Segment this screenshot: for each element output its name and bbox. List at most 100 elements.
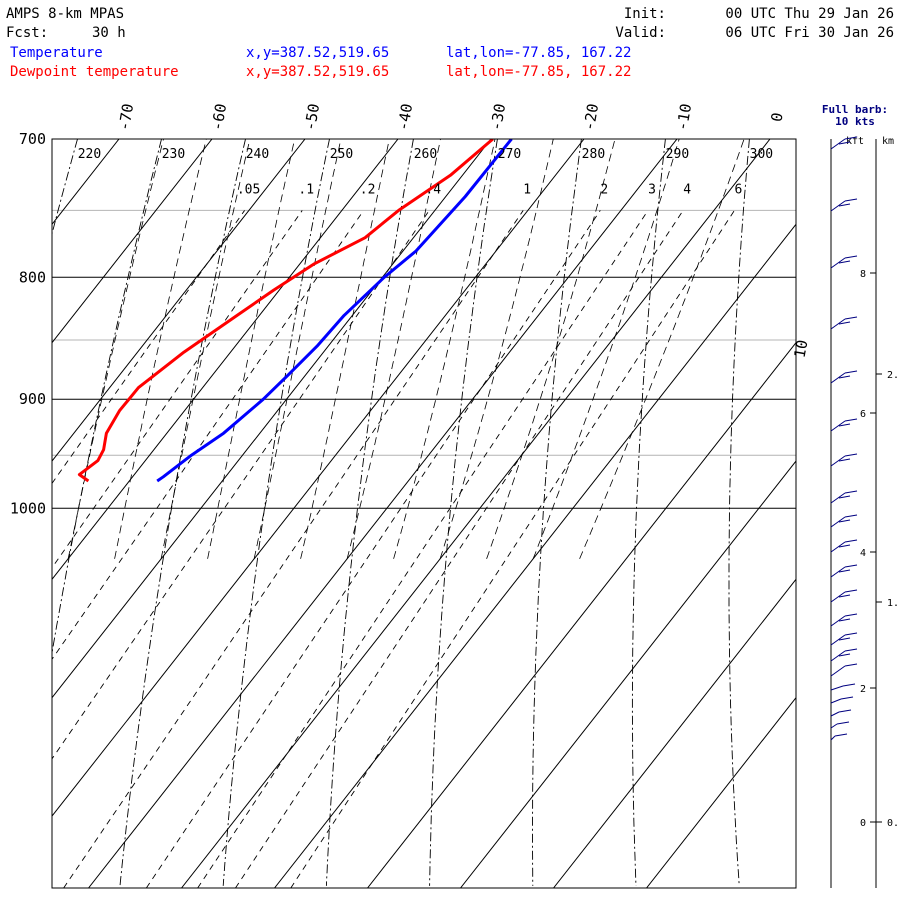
wind-barb-staff — [830, 516, 846, 528]
dry-adiabat — [222, 139, 330, 886]
moist-adiabat — [160, 139, 251, 559]
moist-adiabat — [346, 139, 441, 559]
wind-barb-flag — [840, 696, 854, 700]
dry-adiabat-label: 270 — [498, 147, 521, 162]
wind-barb-staff — [830, 566, 846, 578]
wind-barb-flag — [834, 733, 848, 737]
mixing-ratio-label: .2 — [360, 182, 376, 197]
wind-barb-flag — [838, 519, 851, 523]
moist-adiabat — [67, 139, 164, 559]
wind-barb-flag — [838, 260, 851, 264]
wind-barb-flag — [838, 375, 851, 379]
wind-barbs — [830, 136, 858, 741]
mixing-ratio-line — [197, 210, 649, 888]
isotherm — [646, 696, 796, 888]
km-label: 1. — [887, 598, 899, 609]
isotherm — [181, 139, 771, 888]
dry-adiabat-label: 230 — [162, 147, 185, 162]
mixing-ratio-label: 1 — [523, 182, 531, 197]
wind-barb-staff — [830, 372, 846, 384]
mixing-ratio-label: 3 — [648, 182, 656, 197]
wind-barb-flag — [838, 569, 851, 573]
wind-barb-staff — [830, 685, 844, 691]
fcst-hours: 30 h — [92, 25, 126, 41]
moist-adiabat — [300, 139, 390, 559]
isotherm — [553, 578, 796, 888]
wind-barb-flag — [838, 495, 851, 499]
mixing-ratio-line — [145, 210, 601, 888]
mixing-ratio-label: 6 — [735, 182, 743, 197]
wind-barb-flag — [838, 321, 851, 325]
moist-adiabat — [393, 139, 496, 559]
wind-barb-flag — [844, 316, 858, 320]
pressure-label: 700 — [19, 130, 46, 148]
wind-barb-staff — [830, 665, 846, 677]
wind-barb-flag — [844, 632, 858, 636]
dry-adiabat-label: 220 — [78, 147, 101, 162]
wind-barb-flag — [844, 613, 858, 617]
wind-barb-flag — [844, 663, 858, 667]
isotherm-label: -50 — [301, 102, 323, 132]
kft-label: 4 — [860, 548, 866, 559]
wind-barb-staff — [830, 541, 846, 553]
isotherm-label: -10 — [673, 102, 695, 132]
kft-label: 2 — [860, 684, 866, 695]
wind-barb-staff — [830, 138, 846, 150]
dry-adiabat-label: 240 — [246, 147, 269, 162]
wind-barb-staff — [830, 735, 836, 741]
dry-adiabat-label: 290 — [666, 147, 689, 162]
isotherm-label: -40 — [394, 102, 416, 132]
km-label: km — [882, 136, 894, 147]
legend-temperature-xy: x,y=387.52,519.65 — [246, 45, 389, 61]
isotherm-label: 10 — [791, 338, 812, 359]
wind-barb-flag — [836, 721, 850, 725]
mixing-ratio-line — [290, 210, 735, 888]
wind-barb-flag — [838, 594, 851, 598]
mixing-ratio-line — [52, 210, 365, 661]
wind-barb-flag — [838, 458, 851, 462]
mixing-ratio-line — [235, 210, 684, 888]
isotherm-label: -60 — [208, 102, 230, 132]
pressure-label: 900 — [19, 390, 46, 408]
legend-temperature-latlon: lat,lon=-77.85, 167.22 — [446, 45, 631, 61]
isotherm — [274, 223, 796, 888]
height-axis: 8 6 4 2 0 2. 1. 0. — [860, 269, 899, 829]
wind-barb-staff — [830, 492, 846, 504]
wind-barb-staff — [830, 698, 842, 704]
wind-barb-flag — [838, 653, 851, 657]
wind-barb-flag — [844, 198, 858, 202]
pressure-label: 1000 — [10, 499, 46, 517]
mixing-ratio-label: .05 — [237, 182, 260, 197]
isotherm — [52, 139, 492, 699]
wind-barb-flag — [844, 539, 858, 543]
init-label: Init: — [624, 6, 666, 22]
dry-adiabat-label: 300 — [750, 147, 773, 162]
km-label: 0. — [887, 818, 899, 829]
isotherm — [88, 139, 678, 888]
moist-adiabat — [439, 139, 554, 559]
dry-adiabat — [325, 139, 414, 886]
dry-adiabat-label: 280 — [582, 147, 605, 162]
wind-barb-staff — [830, 257, 846, 269]
moist-adiabat — [486, 139, 616, 559]
dry-adiabat-label: 250 — [330, 147, 353, 162]
fcst-label: Fcst: — [6, 25, 48, 41]
isotherm — [52, 139, 585, 817]
wind-barb-flag — [844, 370, 858, 374]
wind-barb-flag — [844, 418, 858, 422]
mixing-ratio-line — [52, 210, 430, 760]
isotherm — [52, 139, 399, 581]
dry-adiabat — [52, 139, 162, 656]
dry-adiabat — [631, 139, 666, 886]
wind-barb-staff — [830, 634, 846, 646]
km-label: 2. — [887, 370, 899, 381]
isotherm-label: -70 — [115, 102, 137, 132]
wind-barb-flag — [838, 618, 851, 622]
moist-adiabat — [579, 139, 745, 559]
kft-label: 6 — [860, 409, 866, 420]
sounding-profiles — [77, 139, 513, 483]
wind-barb-flag — [838, 203, 851, 207]
wind-barb-flag — [838, 423, 851, 427]
wind-barb-flag — [844, 564, 858, 568]
isotherm-label: -30 — [487, 102, 509, 132]
